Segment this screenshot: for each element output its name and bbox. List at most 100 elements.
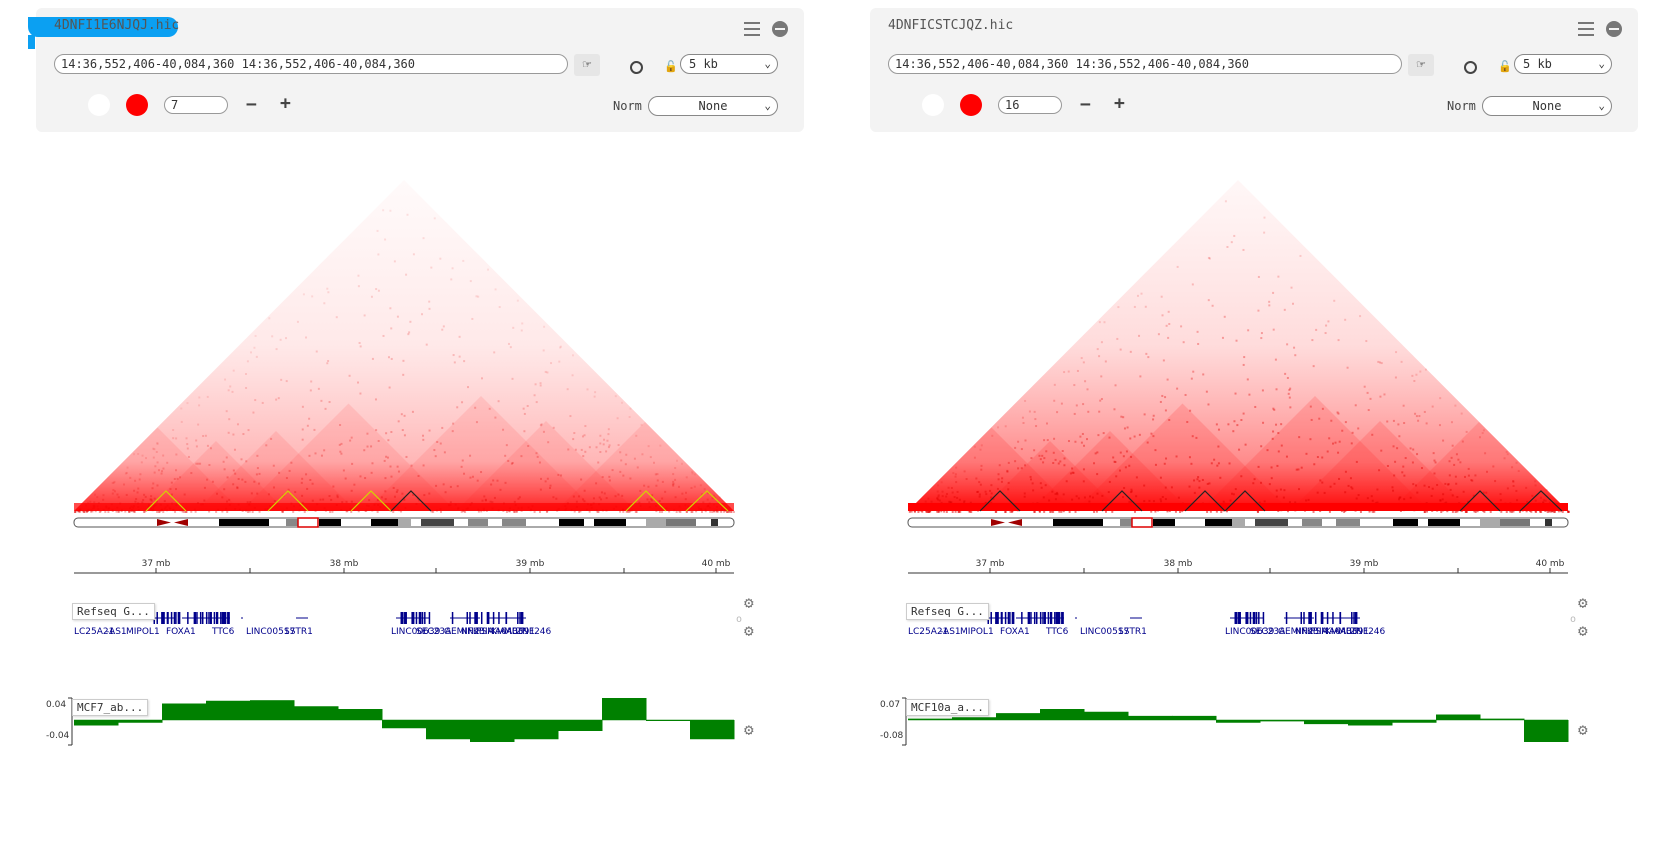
domain-annotation bbox=[1459, 490, 1501, 512]
gene-label[interactable]: KIAA0391 bbox=[1325, 627, 1369, 637]
gene-label[interactable]: LC25A21 bbox=[74, 627, 114, 637]
background-color-swatch[interactable] bbox=[88, 94, 110, 116]
wig-max-label: 0.07 bbox=[880, 700, 901, 710]
gene-label[interactable]: LINC00517 bbox=[1080, 627, 1129, 637]
gene-label[interactable]: SEC23A bbox=[416, 627, 452, 637]
contact-map-triangle[interactable] bbox=[908, 180, 1568, 511]
domain-annotation bbox=[625, 490, 667, 512]
wig-min-label: -0.08 bbox=[880, 731, 904, 741]
track-settings-gear-icon[interactable]: ⚙ bbox=[1578, 593, 1588, 612]
resolution-lock-icon[interactable]: 🔓 bbox=[1498, 60, 1512, 73]
wig-track-label[interactable]: MCF10a_a... bbox=[906, 699, 989, 716]
track-settings-gear-icon[interactable]: ⚙ bbox=[744, 593, 754, 612]
background-color-swatch[interactable] bbox=[922, 94, 944, 116]
contact-color-swatch[interactable] bbox=[126, 94, 148, 116]
gene-label[interactable]: TTC6 bbox=[1045, 627, 1069, 637]
hic-browser-left: 4DNFI1E6NJQJ.hic ☞ 🔓 5 kb ⌄ − + Norm Non… bbox=[28, 0, 816, 864]
hamburger-menu-icon[interactable] bbox=[744, 22, 760, 36]
gene-label[interactable]: LINC00639 bbox=[1225, 627, 1275, 637]
wig-bar bbox=[1128, 715, 1173, 720]
wig-bar bbox=[1172, 715, 1217, 720]
gene-label[interactable]: NFKBIA bbox=[461, 627, 495, 637]
locus-input[interactable] bbox=[54, 54, 568, 74]
domain-annotation bbox=[1224, 490, 1266, 512]
contact-map-triangle[interactable] bbox=[74, 180, 734, 511]
wig-bar bbox=[1304, 720, 1349, 725]
tad-domain bbox=[1200, 396, 1430, 511]
gene-label[interactable]: TTC6 bbox=[211, 627, 235, 637]
crosshair-toggle-icon[interactable] bbox=[630, 61, 643, 74]
gene-label[interactable]: MBIP bbox=[504, 627, 527, 637]
pointer-hand-icon[interactable]: ☞ bbox=[1408, 54, 1434, 76]
locus-input[interactable] bbox=[888, 54, 1402, 74]
gene-label[interactable]: LINC00517 bbox=[246, 627, 295, 637]
tad-domain bbox=[1390, 422, 1568, 511]
gene-label[interactable]: FOXA1 bbox=[166, 627, 196, 637]
tad-domain bbox=[980, 441, 1120, 511]
gene-label[interactable]: ZNF246 bbox=[516, 627, 552, 637]
track-settings-gear-icon[interactable]: ⚙ bbox=[744, 621, 754, 640]
gene-label[interactable]: SSTR1 bbox=[1118, 627, 1147, 637]
color-scale-increase-button[interactable]: + bbox=[280, 93, 291, 114]
normalization-select[interactable]: None ⌄ bbox=[648, 96, 778, 116]
color-scale-decrease-button[interactable]: − bbox=[246, 94, 257, 115]
title-highlight bbox=[28, 17, 178, 49]
gene-label[interactable]: GEMIN2 bbox=[1278, 627, 1314, 637]
track-settings-gear-icon[interactable]: ⚙ bbox=[1578, 621, 1588, 640]
tad-domain bbox=[74, 427, 241, 511]
ruler-tick-label: 39 mb bbox=[516, 559, 545, 569]
gene-track-label[interactable]: Refseq G... bbox=[72, 603, 155, 620]
wig-max-label: 0.04 bbox=[46, 700, 67, 710]
wig-track-label[interactable]: MCF7_ab... bbox=[72, 699, 149, 716]
gene-label[interactable]: -AS1 bbox=[940, 627, 961, 637]
chevron-down-icon: ⌄ bbox=[764, 99, 771, 112]
tracks-canvas: 37 mb 38 mb 39 mb 40 mb LC25A21-AS1 MIPOL1 FOX… bbox=[902, 180, 1570, 746]
gene-label[interactable]: LINC00639 bbox=[391, 627, 441, 637]
wig-settings-gear-icon[interactable]: ⚙ bbox=[1578, 720, 1588, 739]
gene-label[interactable]: -AS1 bbox=[106, 627, 127, 637]
domain-annotation bbox=[1184, 490, 1226, 512]
gene-label[interactable]: PSMA6 bbox=[1310, 627, 1341, 637]
gene-label[interactable]: GEMIN2 bbox=[444, 627, 480, 637]
domain-annotation bbox=[1519, 490, 1563, 512]
color-scale-decrease-button[interactable]: − bbox=[1080, 94, 1091, 115]
color-scale-increase-button[interactable]: + bbox=[1114, 93, 1125, 114]
gene-label[interactable]: MBIP bbox=[1338, 627, 1361, 637]
crosshair-toggle-icon[interactable] bbox=[1464, 61, 1477, 74]
normalization-select[interactable]: None ⌄ bbox=[1482, 96, 1612, 116]
wig-bar bbox=[908, 718, 953, 720]
gene-label[interactable]: LC25A21 bbox=[908, 627, 948, 637]
color-scale-input[interactable] bbox=[998, 96, 1062, 114]
wig-bar bbox=[1260, 720, 1305, 722]
wig-bar bbox=[514, 720, 559, 740]
gene-label[interactable]: MIPOL1 bbox=[960, 627, 994, 637]
gene-label[interactable]: ZNF246 bbox=[1350, 627, 1386, 637]
gene-label[interactable]: MIPOL1 bbox=[126, 627, 160, 637]
resolution-select[interactable]: 5 kb ⌄ bbox=[1514, 54, 1612, 74]
pointer-hand-icon[interactable]: ☞ bbox=[574, 54, 600, 76]
wig-settings-gear-icon[interactable]: ⚙ bbox=[744, 720, 754, 739]
contact-color-swatch[interactable] bbox=[960, 94, 982, 116]
color-scale-input[interactable] bbox=[164, 96, 228, 114]
gene-track-label[interactable]: Refseq G... bbox=[906, 603, 989, 620]
gene-label[interactable]: PSMA6 bbox=[476, 627, 507, 637]
gene-label[interactable]: KIAA0391 bbox=[491, 627, 535, 637]
tad-domain bbox=[146, 441, 286, 511]
wig-bar bbox=[690, 720, 735, 740]
normalization-value: None bbox=[698, 99, 728, 113]
track-resize-handle[interactable]: o bbox=[1570, 614, 1577, 625]
gene-label[interactable]: SSTR1 bbox=[284, 627, 313, 637]
tad-domain bbox=[908, 427, 1075, 511]
close-browser-icon[interactable] bbox=[772, 21, 788, 37]
wig-bar bbox=[162, 703, 207, 720]
hamburger-menu-icon[interactable] bbox=[1578, 22, 1594, 36]
gene-label[interactable]: SEC23A bbox=[1250, 627, 1286, 637]
ruler-tick-label: 40 mb bbox=[1536, 559, 1565, 569]
track-resize-handle[interactable]: o bbox=[736, 614, 743, 625]
resolution-select[interactable]: 5 kb ⌄ bbox=[680, 54, 778, 74]
gene-label[interactable]: NFKBIA bbox=[1295, 627, 1329, 637]
close-browser-icon[interactable] bbox=[1606, 21, 1622, 37]
tad-domain bbox=[1030, 431, 1190, 511]
gene-label[interactable]: FOXA1 bbox=[1000, 627, 1030, 637]
resolution-lock-icon[interactable]: 🔓 bbox=[664, 60, 678, 73]
